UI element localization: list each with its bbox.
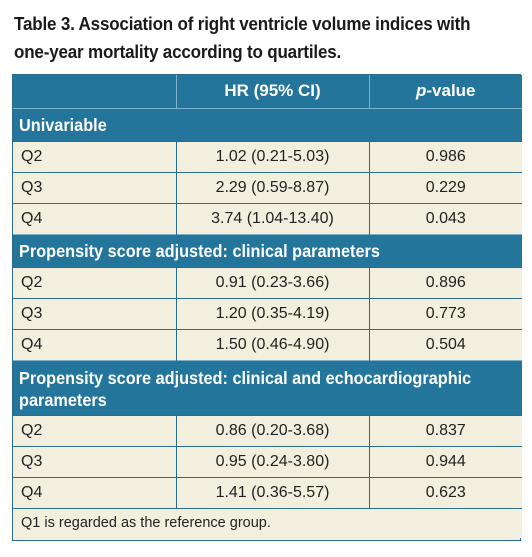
header-p-rest: -value <box>426 81 476 101</box>
table-row: Q3 2.29 (0.59-8.87) 0.229 <box>13 171 522 203</box>
section-label-line-1: Propensity score adjusted: clinical and … <box>19 367 472 388</box>
cell-hr: 1.41 (0.36-5.57) <box>175 476 369 508</box>
section-label: Propensity score adjusted: clinical para… <box>19 240 380 261</box>
cell-quartile: Q4 <box>13 328 176 360</box>
cell-p-value: 0.837 <box>368 414 522 446</box>
cell-quartile: Q2 <box>13 266 176 298</box>
section-header-clinical-echo: Propensity score adjusted: clinical and … <box>13 359 522 415</box>
cell-quartile: Q4 <box>13 476 176 508</box>
cell-p-value: 0.773 <box>368 297 522 329</box>
cell-hr: 1.02 (0.21-5.03) <box>175 140 369 172</box>
table-row: Q4 1.50 (0.46-4.90) 0.504 <box>13 328 522 360</box>
table-row: Q2 0.86 (0.20-3.68) 0.837 <box>13 414 522 446</box>
cell-hr: 0.86 (0.20-3.68) <box>175 414 369 446</box>
results-table: HR (95% CI) p-value Univariable Q2 1.02 … <box>12 74 522 541</box>
cell-p-value: 0.623 <box>368 476 522 508</box>
section-header-clinical: Propensity score adjusted: clinical para… <box>13 233 522 267</box>
section-header-univariable: Univariable <box>13 107 522 141</box>
cell-hr: 2.29 (0.59-8.87) <box>175 171 369 203</box>
table-title: Table 3. Association of right ventricle … <box>14 10 478 66</box>
header-p-italic: p <box>415 81 427 101</box>
table-row: Q4 1.41 (0.36-5.57) 0.623 <box>13 476 522 508</box>
cell-hr: 1.20 (0.35-4.19) <box>175 297 369 329</box>
cell-p-value: 0.896 <box>368 266 522 298</box>
table-footnote-row: Q1 is regarded as the reference group. <box>13 507 522 538</box>
table-row: Q2 0.91 (0.23-3.66) 0.896 <box>13 266 522 298</box>
cell-quartile: Q3 <box>13 445 176 477</box>
cell-p-value: 0.944 <box>368 445 522 477</box>
table-row: Q3 0.95 (0.24-3.80) 0.944 <box>13 445 522 477</box>
section-label: Univariable <box>19 114 107 135</box>
cell-p-value: 0.229 <box>368 171 522 203</box>
cell-p-value: 0.986 <box>368 140 522 172</box>
table-header-row: HR (95% CI) p-value <box>13 75 522 108</box>
table-footnote: Q1 is regarded as the reference group. <box>13 507 522 538</box>
cell-p-value: 0.504 <box>368 328 522 360</box>
header-p-value: p-value <box>368 75 522 108</box>
cell-hr: 0.91 (0.23-3.66) <box>175 266 369 298</box>
table-title-line-2: one-year mortality according to quartile… <box>14 41 342 62</box>
cell-quartile: Q4 <box>13 202 176 234</box>
cell-quartile: Q2 <box>13 414 176 446</box>
cell-hr: 3.74 (1.04-13.40) <box>175 202 369 234</box>
section-label-line-2: parameters <box>19 389 107 410</box>
table-row: Q4 3.74 (1.04-13.40) 0.043 <box>13 202 522 234</box>
cell-p-value: 0.043 <box>368 202 522 234</box>
cell-hr: 1.50 (0.46-4.90) <box>175 328 369 360</box>
table-row: Q3 1.20 (0.35-4.19) 0.773 <box>13 297 522 329</box>
table-row: Q2 1.02 (0.21-5.03) 0.986 <box>13 140 522 172</box>
cell-quartile: Q2 <box>13 140 176 172</box>
header-hr: HR (95% CI) <box>175 75 369 108</box>
cell-hr: 0.95 (0.24-3.80) <box>175 445 369 477</box>
table-title-line-1: Table 3. Association of right ventricle … <box>14 13 471 34</box>
cell-quartile: Q3 <box>13 171 176 203</box>
header-quartile <box>13 75 176 108</box>
cell-quartile: Q3 <box>13 297 176 329</box>
